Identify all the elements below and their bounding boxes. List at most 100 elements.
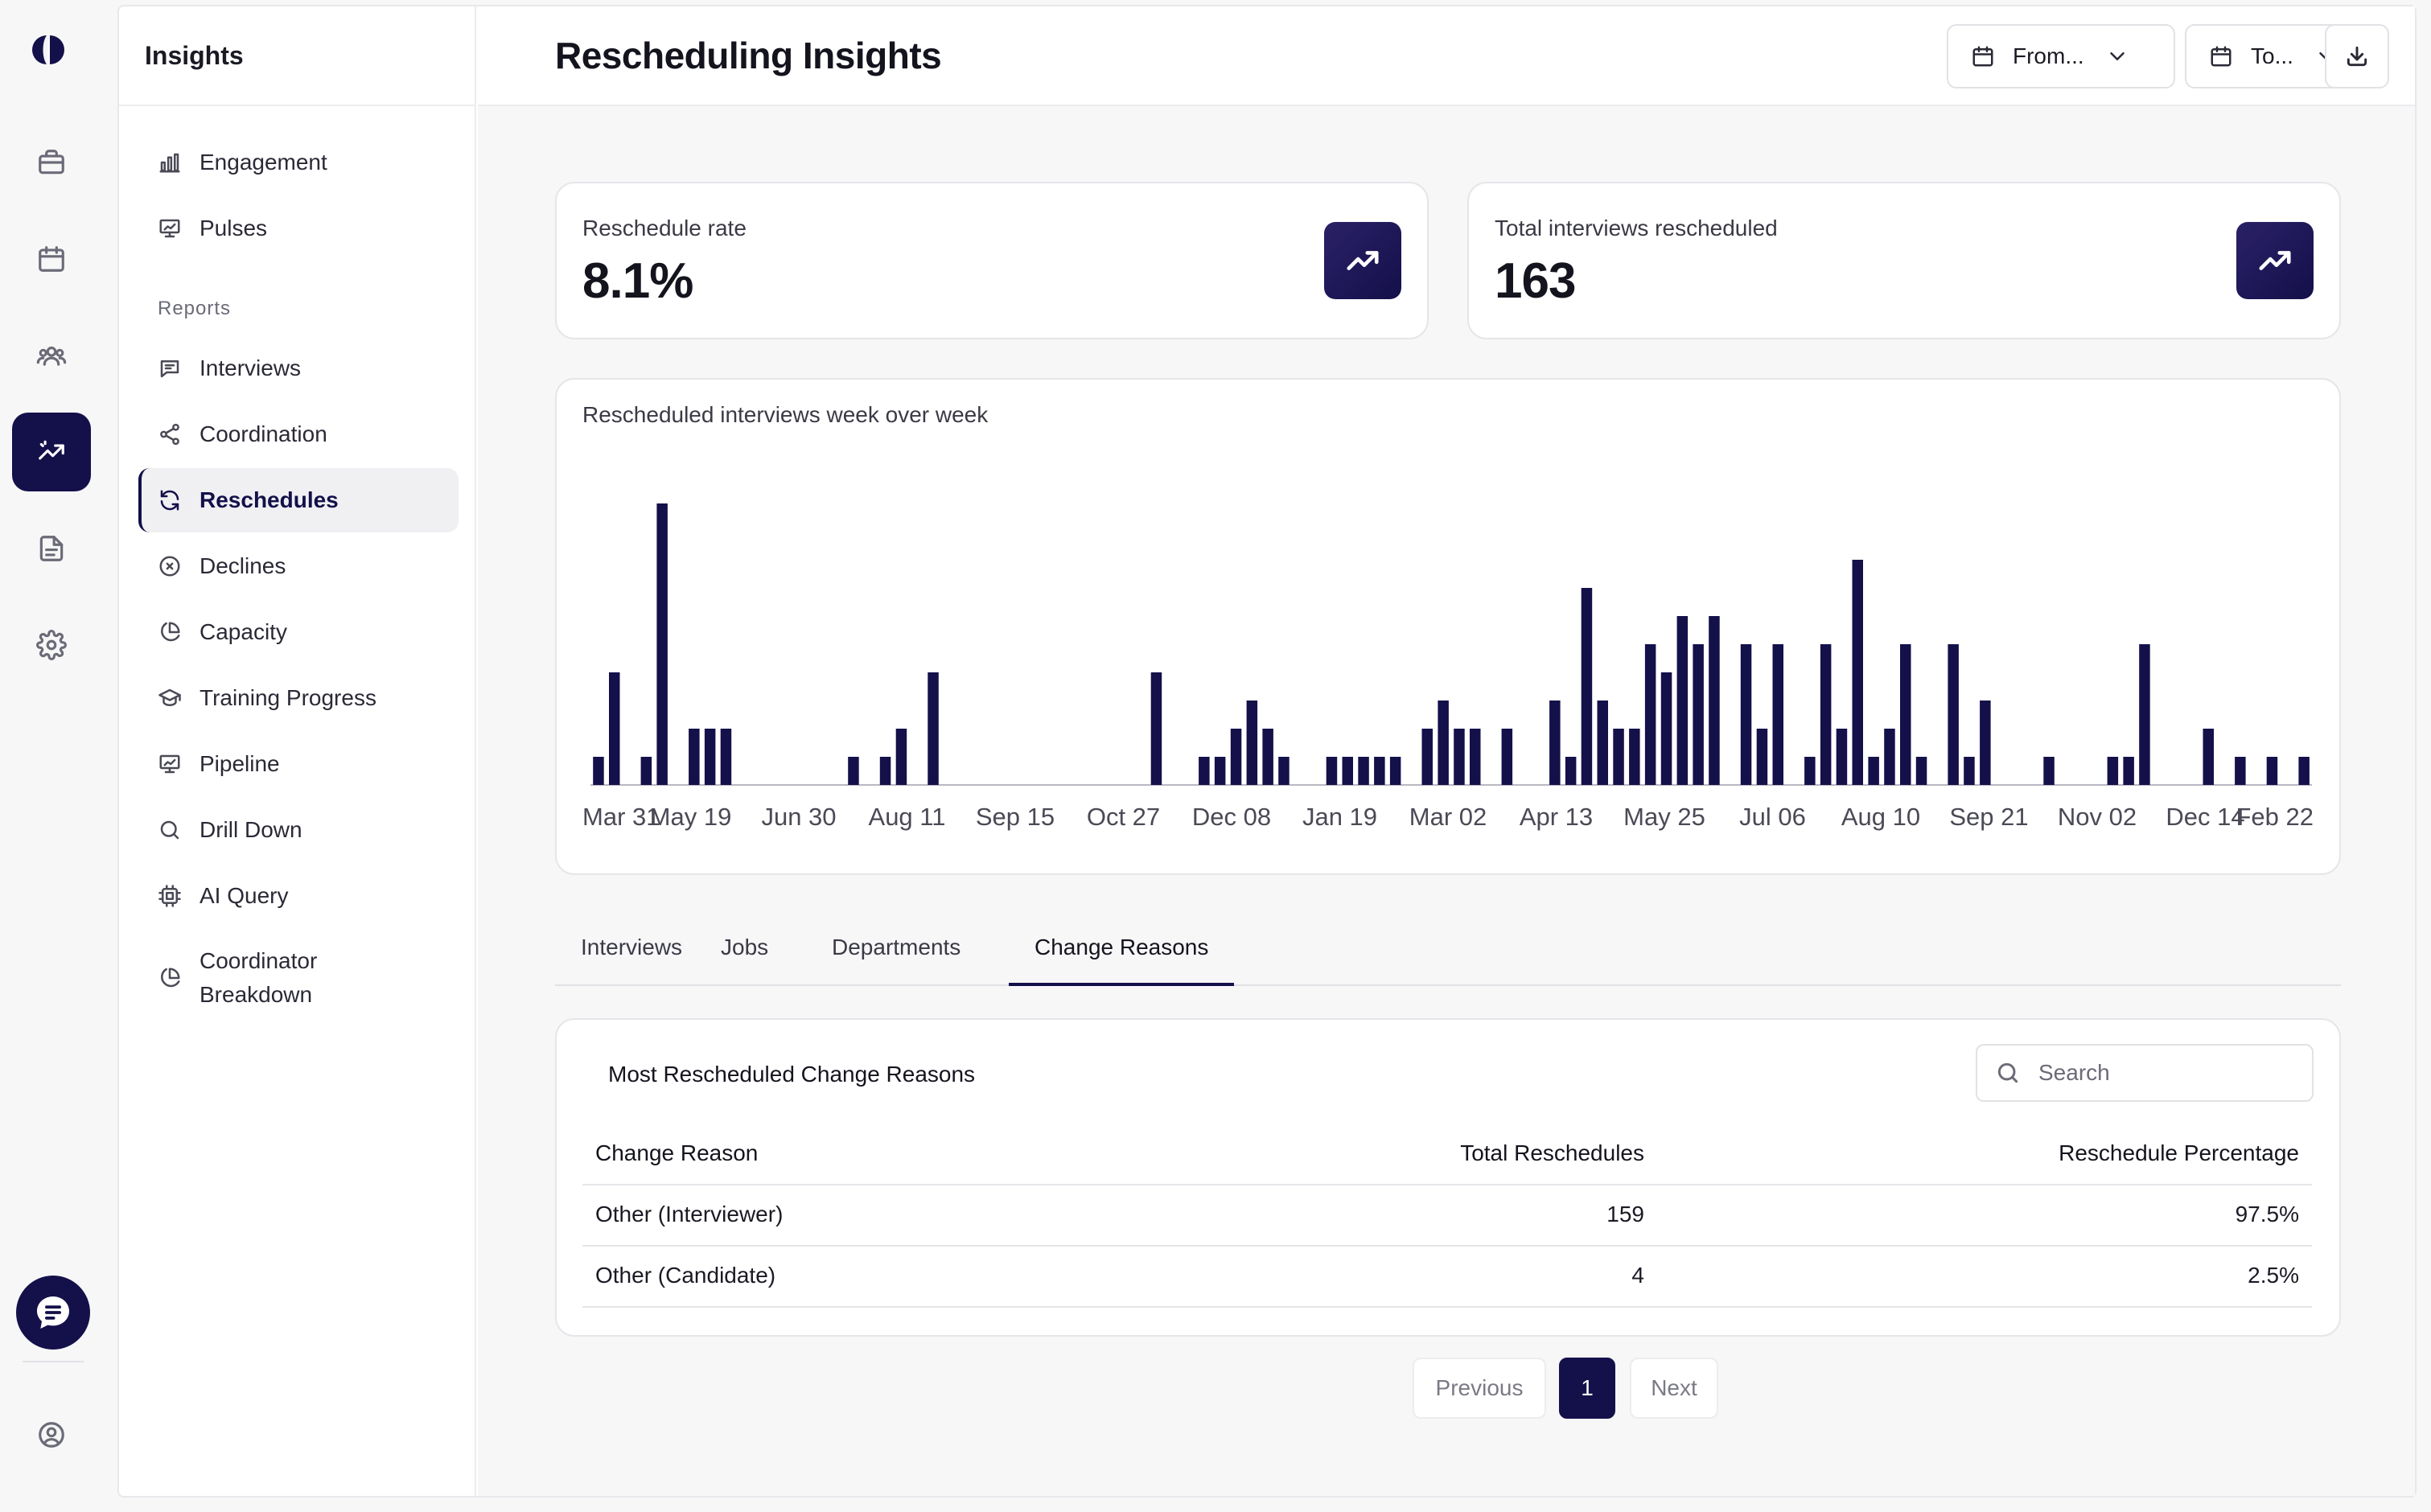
chart-bar[interactable]	[2123, 757, 2134, 785]
pie-chart-icon	[161, 622, 180, 642]
sidebar-item-declines[interactable]: Declines	[138, 534, 459, 598]
chart-bar[interactable]	[2298, 757, 2310, 785]
chart-bar[interactable]	[1230, 729, 1242, 785]
chart-bar[interactable]	[1915, 757, 1927, 785]
sidebar-item-capacity[interactable]: Capacity	[138, 600, 459, 664]
chart-bar[interactable]	[2139, 644, 2150, 785]
chart-bar[interactable]	[1629, 729, 1640, 785]
chat-button[interactable]	[16, 1276, 90, 1350]
table-row[interactable]: Other (Interviewer) 159 97.5%	[582, 1185, 2312, 1247]
chart-bar[interactable]	[1246, 701, 1258, 785]
column-header[interactable]: Total Reschedules	[1460, 1140, 1644, 1165]
chart-bar[interactable]	[1980, 701, 1991, 785]
chart-bar[interactable]	[640, 757, 652, 785]
chart-bar[interactable]	[720, 729, 732, 785]
rail-documents[interactable]	[12, 509, 91, 588]
chart-bar[interactable]	[1326, 757, 1338, 785]
chart-bar[interactable]	[689, 729, 700, 785]
chart-bar[interactable]	[656, 503, 668, 785]
search-field[interactable]	[1976, 1044, 2314, 1102]
chart-bar[interactable]	[1342, 757, 1354, 785]
tab-change-reasons[interactable]: Change Reasons	[1009, 925, 1235, 986]
chart-bar[interactable]	[1262, 729, 1273, 785]
tab-interviews[interactable]: Interviews	[581, 935, 683, 959]
chart-bar[interactable]	[848, 757, 859, 785]
sidebar-item-training-progress[interactable]: Training Progress	[138, 666, 459, 730]
chart-bar[interactable]	[1421, 729, 1434, 785]
rail-calendar[interactable]	[12, 220, 91, 298]
tab-jobs[interactable]: Jobs	[721, 935, 769, 959]
chart-bar[interactable]	[1804, 757, 1816, 785]
chart-bar[interactable]	[593, 757, 604, 785]
chart-bar[interactable]	[1709, 616, 1720, 785]
chart-bar[interactable]	[2203, 729, 2215, 785]
sidebar-item-coordinator-breakdown[interactable]: Coordinator Breakdown	[138, 939, 459, 1017]
chart-bar[interactable]	[1836, 729, 1848, 785]
chart-bar[interactable]	[1868, 757, 1879, 785]
chart-bar[interactable]	[1756, 729, 1768, 785]
chart-bar[interactable]	[1438, 701, 1449, 785]
chart-bar[interactable]	[609, 672, 620, 785]
rail-profile[interactable]	[12, 1395, 91, 1474]
chart-bar[interactable]	[1199, 757, 1210, 785]
rail-people[interactable]	[12, 316, 91, 395]
page-1-button[interactable]: 1	[1559, 1358, 1615, 1419]
chart-bar[interactable]	[1150, 672, 1162, 785]
chart-bar[interactable]	[1358, 757, 1369, 785]
chart-bar[interactable]	[1214, 757, 1226, 785]
chart-bar[interactable]	[895, 729, 907, 785]
sidebar-item-pulses[interactable]: Pulses	[138, 196, 459, 261]
chart-bar[interactable]	[1470, 729, 1481, 785]
rail-settings[interactable]	[12, 606, 91, 684]
chart-bar[interactable]	[2266, 757, 2278, 785]
previous-page-button[interactable]: Previous	[1413, 1358, 1546, 1419]
sidebar-item-drill-down[interactable]: Drill Down	[138, 798, 459, 862]
chart-bar[interactable]	[928, 672, 939, 785]
sidebar-item-interviews[interactable]: Interviews	[138, 336, 459, 401]
search-input[interactable]	[2038, 1060, 2296, 1086]
chart-bar[interactable]	[704, 729, 716, 785]
chart-bar[interactable]	[1501, 729, 1513, 785]
rail-insights[interactable]	[12, 413, 91, 491]
rail-jobs[interactable]	[12, 123, 91, 202]
download-button[interactable]	[2325, 24, 2389, 88]
chart-bar[interactable]	[1852, 560, 1864, 785]
chart-bar[interactable]	[1278, 757, 1290, 785]
chart-bar[interactable]	[1597, 701, 1609, 785]
chart-bar[interactable]	[1613, 729, 1624, 785]
chart-bar[interactable]	[1644, 644, 1656, 785]
chart-bar[interactable]	[1820, 644, 1832, 785]
chart-bar[interactable]	[1772, 644, 1784, 785]
column-header[interactable]: Change Reason	[595, 1140, 759, 1165]
chart-bar[interactable]	[1676, 616, 1689, 785]
chart-bar[interactable]	[1374, 757, 1385, 785]
next-page-button[interactable]: Next	[1630, 1358, 1718, 1419]
insights-sidebar: Insights Engagement Pulses Reports Inter…	[119, 6, 476, 1496]
tab-departments[interactable]: Departments	[832, 935, 961, 959]
chart-bar[interactable]	[1693, 644, 1704, 785]
chart-bar[interactable]	[1565, 757, 1577, 785]
from-date-picker[interactable]: From...	[1947, 24, 2175, 88]
chart-bar[interactable]	[1948, 644, 1959, 785]
column-header[interactable]: Reschedule Percentage	[2059, 1140, 2299, 1165]
chart-bar[interactable]	[1964, 757, 1975, 785]
chart-bar[interactable]	[2235, 757, 2246, 785]
sidebar-item-coordination[interactable]: Coordination	[138, 402, 459, 466]
chart-bar[interactable]	[1884, 729, 1895, 785]
chart-bar[interactable]	[879, 757, 891, 785]
chart-bar[interactable]	[1454, 729, 1465, 785]
chart-bar[interactable]	[1581, 588, 1593, 785]
app-logo-icon[interactable]	[29, 34, 68, 66]
sidebar-item-reschedules[interactable]: Reschedules	[138, 468, 459, 532]
chart-bar[interactable]	[1660, 672, 1672, 785]
chart-bar[interactable]	[1389, 757, 1401, 785]
sidebar-item-pipeline[interactable]: Pipeline	[138, 732, 459, 796]
chart-bar[interactable]	[1740, 644, 1752, 785]
chart-bar[interactable]	[2107, 757, 2119, 785]
table-row[interactable]: Other (Candidate) 4 2.5%	[582, 1247, 2312, 1308]
sidebar-item-engagement[interactable]: Engagement	[138, 130, 459, 195]
sidebar-item-ai-query[interactable]: AI Query	[138, 864, 459, 928]
chart-bar[interactable]	[1549, 701, 1561, 785]
chart-bar[interactable]	[2043, 757, 2055, 785]
chart-bar[interactable]	[1900, 644, 1911, 785]
